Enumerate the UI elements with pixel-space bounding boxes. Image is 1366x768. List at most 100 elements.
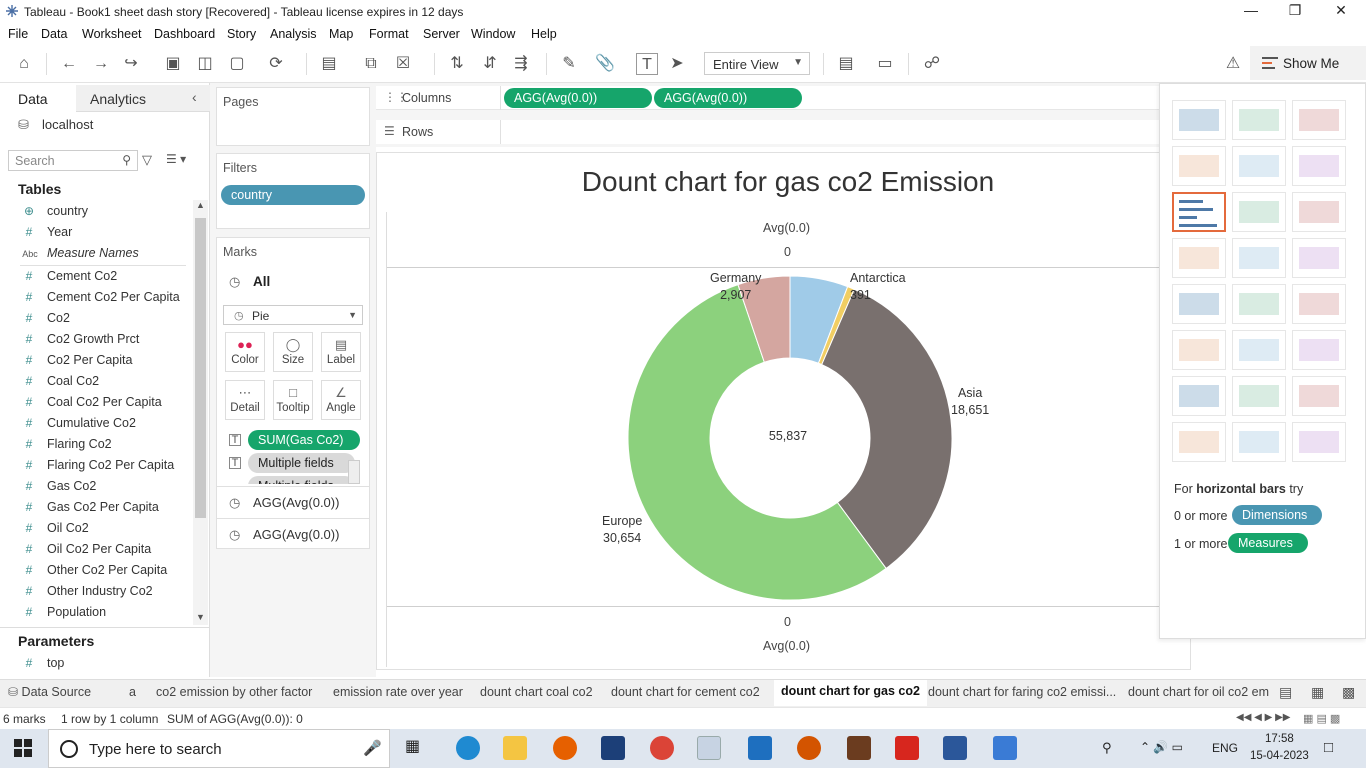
edge-icon[interactable]	[456, 736, 480, 760]
donut-chart[interactable]	[620, 268, 960, 608]
donut-slice-germany[interactable]	[737, 275, 791, 363]
clock-date[interactable]: 15-04-2023	[1250, 750, 1309, 762]
angle-button[interactable]: ∠ Angle	[321, 380, 361, 420]
show-labels-icon[interactable]: T	[636, 53, 658, 75]
new-worksheet-tab-icon[interactable]: ▤	[1279, 684, 1293, 700]
mark-field-multiple-1[interactable]: Multiple fields	[248, 453, 355, 473]
fix-axes-icon[interactable]: ➤	[670, 55, 684, 72]
data-source-tab[interactable]: ⛁ Data Source	[8, 685, 91, 707]
parameter-item[interactable]: # top	[0, 653, 192, 674]
tray-icons[interactable]: ⌃ 🔊 ▭	[1140, 740, 1184, 754]
chart-type-stacked-bars[interactable]	[1232, 192, 1286, 232]
menu-help[interactable]: Help	[531, 27, 557, 41]
mysql-icon[interactable]	[601, 736, 625, 760]
minimize-button[interactable]: —	[1244, 2, 1258, 18]
microphone-icon[interactable]: 🎤	[363, 740, 382, 757]
chart-type-lines-discrete[interactable]	[1232, 284, 1286, 324]
swap-icon[interactable]: ⇅	[450, 55, 464, 72]
replay-icon[interactable]: ↪	[124, 55, 138, 72]
filter-pill-country[interactable]: country	[221, 185, 365, 205]
new-datasource-icon[interactable]: ◫	[197, 55, 213, 72]
mark-type-select[interactable]: ◷ Pie ▼	[223, 305, 363, 325]
columns-shelf[interactable]: ⋮⋮ Columns AGG(Avg(0.0)) AGG(Avg(0.0))	[376, 86, 1200, 110]
menu-worksheet[interactable]: Worksheet	[82, 27, 142, 41]
chart-type-histogram[interactable]	[1232, 376, 1286, 416]
field-item[interactable]: # Oil Co2	[0, 518, 192, 539]
word-icon[interactable]	[943, 736, 967, 760]
sheet-tab[interactable]: dount chart for oil co2 em	[1128, 685, 1270, 699]
detail-button[interactable]: ⋯ Detail	[225, 380, 265, 420]
field-item[interactable]: # Coal Co2	[0, 371, 192, 392]
column-pill-1[interactable]: AGG(Avg(0.0))	[504, 88, 652, 108]
chart-type-scatter-plot[interactable]	[1172, 376, 1226, 416]
collapse-pane-icon[interactable]: ‹	[192, 89, 197, 105]
chart-type-area-continuous[interactable]	[1172, 330, 1226, 370]
new-worksheet-icon[interactable]: ▤	[321, 55, 337, 72]
vscode-icon[interactable]	[748, 736, 772, 760]
size-button[interactable]: ◯ Size	[273, 332, 313, 372]
scroll-up-icon[interactable]: ▲	[196, 200, 205, 210]
field-item[interactable]: # Year	[0, 222, 192, 243]
field-item[interactable]: ⊕ country	[0, 201, 192, 222]
notification-icon[interactable]: □	[1324, 739, 1334, 756]
chart-type-pie-chart[interactable]	[1292, 146, 1346, 186]
tab-data[interactable]: Data	[0, 85, 76, 112]
field-item[interactable]: # Gas Co2 Per Capita	[0, 497, 192, 518]
redo-icon[interactable]: →	[93, 55, 109, 72]
chart-type-side-by-side-bars[interactable]	[1292, 192, 1346, 232]
firefox-icon[interactable]	[553, 736, 577, 760]
field-item[interactable]: # Cement Co2 Per Capita	[0, 287, 192, 308]
chrome-icon[interactable]	[650, 736, 674, 760]
datasource-name[interactable]: localhost	[42, 117, 94, 132]
sheet-tab[interactable]: co2 emission by other factor	[156, 685, 313, 699]
new-story-tab-icon[interactable]: ▩	[1342, 684, 1356, 700]
label-button[interactable]: ▤ Label	[321, 332, 361, 372]
pause-updates-icon[interactable]: ▢	[229, 55, 245, 72]
fit-select[interactable]: Entire View ▼	[704, 52, 810, 75]
chart-type-heat-map[interactable]	[1232, 100, 1286, 140]
field-item[interactable]: # Co2	[0, 308, 192, 329]
rows-shelf[interactable]: ☰ Rows	[376, 120, 1200, 144]
chart-type-horizontal-bars[interactable]	[1172, 192, 1226, 232]
chart-type-filled-map[interactable]	[1232, 146, 1286, 186]
menu-dashboard[interactable]: Dashboard	[154, 27, 216, 41]
menu-data[interactable]: Data	[41, 27, 68, 41]
scroll-down-icon[interactable]: ▼	[196, 612, 205, 622]
windows-start-icon[interactable]	[14, 739, 32, 757]
first-sheet-icon[interactable]: ◀◀ ◀ ▶ ▶▶	[1236, 712, 1291, 723]
language-indicator[interactable]: ENG	[1212, 741, 1239, 755]
view-options-icon[interactable]: ☰ ▾	[166, 152, 187, 166]
sheet-tab[interactable]: a	[129, 685, 136, 699]
menu-format[interactable]: Format	[369, 27, 409, 41]
donut-slice-asia[interactable]	[821, 288, 953, 570]
donut-slice-europe[interactable]	[627, 283, 887, 601]
sheet-tab[interactable]: dount chart for faring co2 emissi...	[928, 685, 1117, 699]
chart-type-symbol-map[interactable]	[1172, 146, 1226, 186]
sheet-layout-icons[interactable]: ▦ ▤ ▩	[1303, 713, 1341, 725]
field-item[interactable]: # Population	[0, 602, 192, 623]
duplicate-sheet-icon[interactable]: ⧉	[365, 55, 377, 72]
menu-story[interactable]: Story	[227, 27, 257, 41]
column-pill-2[interactable]: AGG(Avg(0.0))	[654, 88, 802, 108]
chart-type-bullet-graph[interactable]	[1232, 422, 1286, 462]
chart-type-gantt-chart[interactable]	[1172, 422, 1226, 462]
restore-button[interactable]: ❐	[1288, 2, 1302, 18]
field-item[interactable]: # Other Co2 Per Capita	[0, 560, 192, 581]
menu-map[interactable]: Map	[329, 27, 354, 41]
pin-icon[interactable]: ⚠	[1225, 55, 1241, 72]
home-icon[interactable]: ⌂	[19, 55, 29, 72]
file-explorer-icon[interactable]	[503, 736, 527, 760]
field-item[interactable]: # Co2 Growth Prct	[0, 329, 192, 350]
marks-agg-2[interactable]: AGG(Avg(0.0))	[253, 527, 340, 542]
field-list-scrollbar[interactable]: ▲ ▼	[193, 200, 208, 625]
menu-server[interactable]: Server	[423, 27, 460, 41]
sort-descending-icon[interactable]: ⇶	[514, 55, 528, 72]
sort-ascending-icon[interactable]: ⇵	[483, 55, 497, 72]
pages-card[interactable]: Pages	[216, 87, 370, 146]
close-button[interactable]: ✕	[1335, 2, 1347, 18]
field-item[interactable]: # Flaring Co2	[0, 434, 192, 455]
chart-type-highlight-table[interactable]	[1292, 100, 1346, 140]
taskbar-search-input[interactable]: Type here to search 🎤	[48, 729, 390, 768]
tableau-taskbar-icon[interactable]	[697, 736, 721, 760]
tab-analytics[interactable]: Analytics ‹	[76, 85, 210, 112]
